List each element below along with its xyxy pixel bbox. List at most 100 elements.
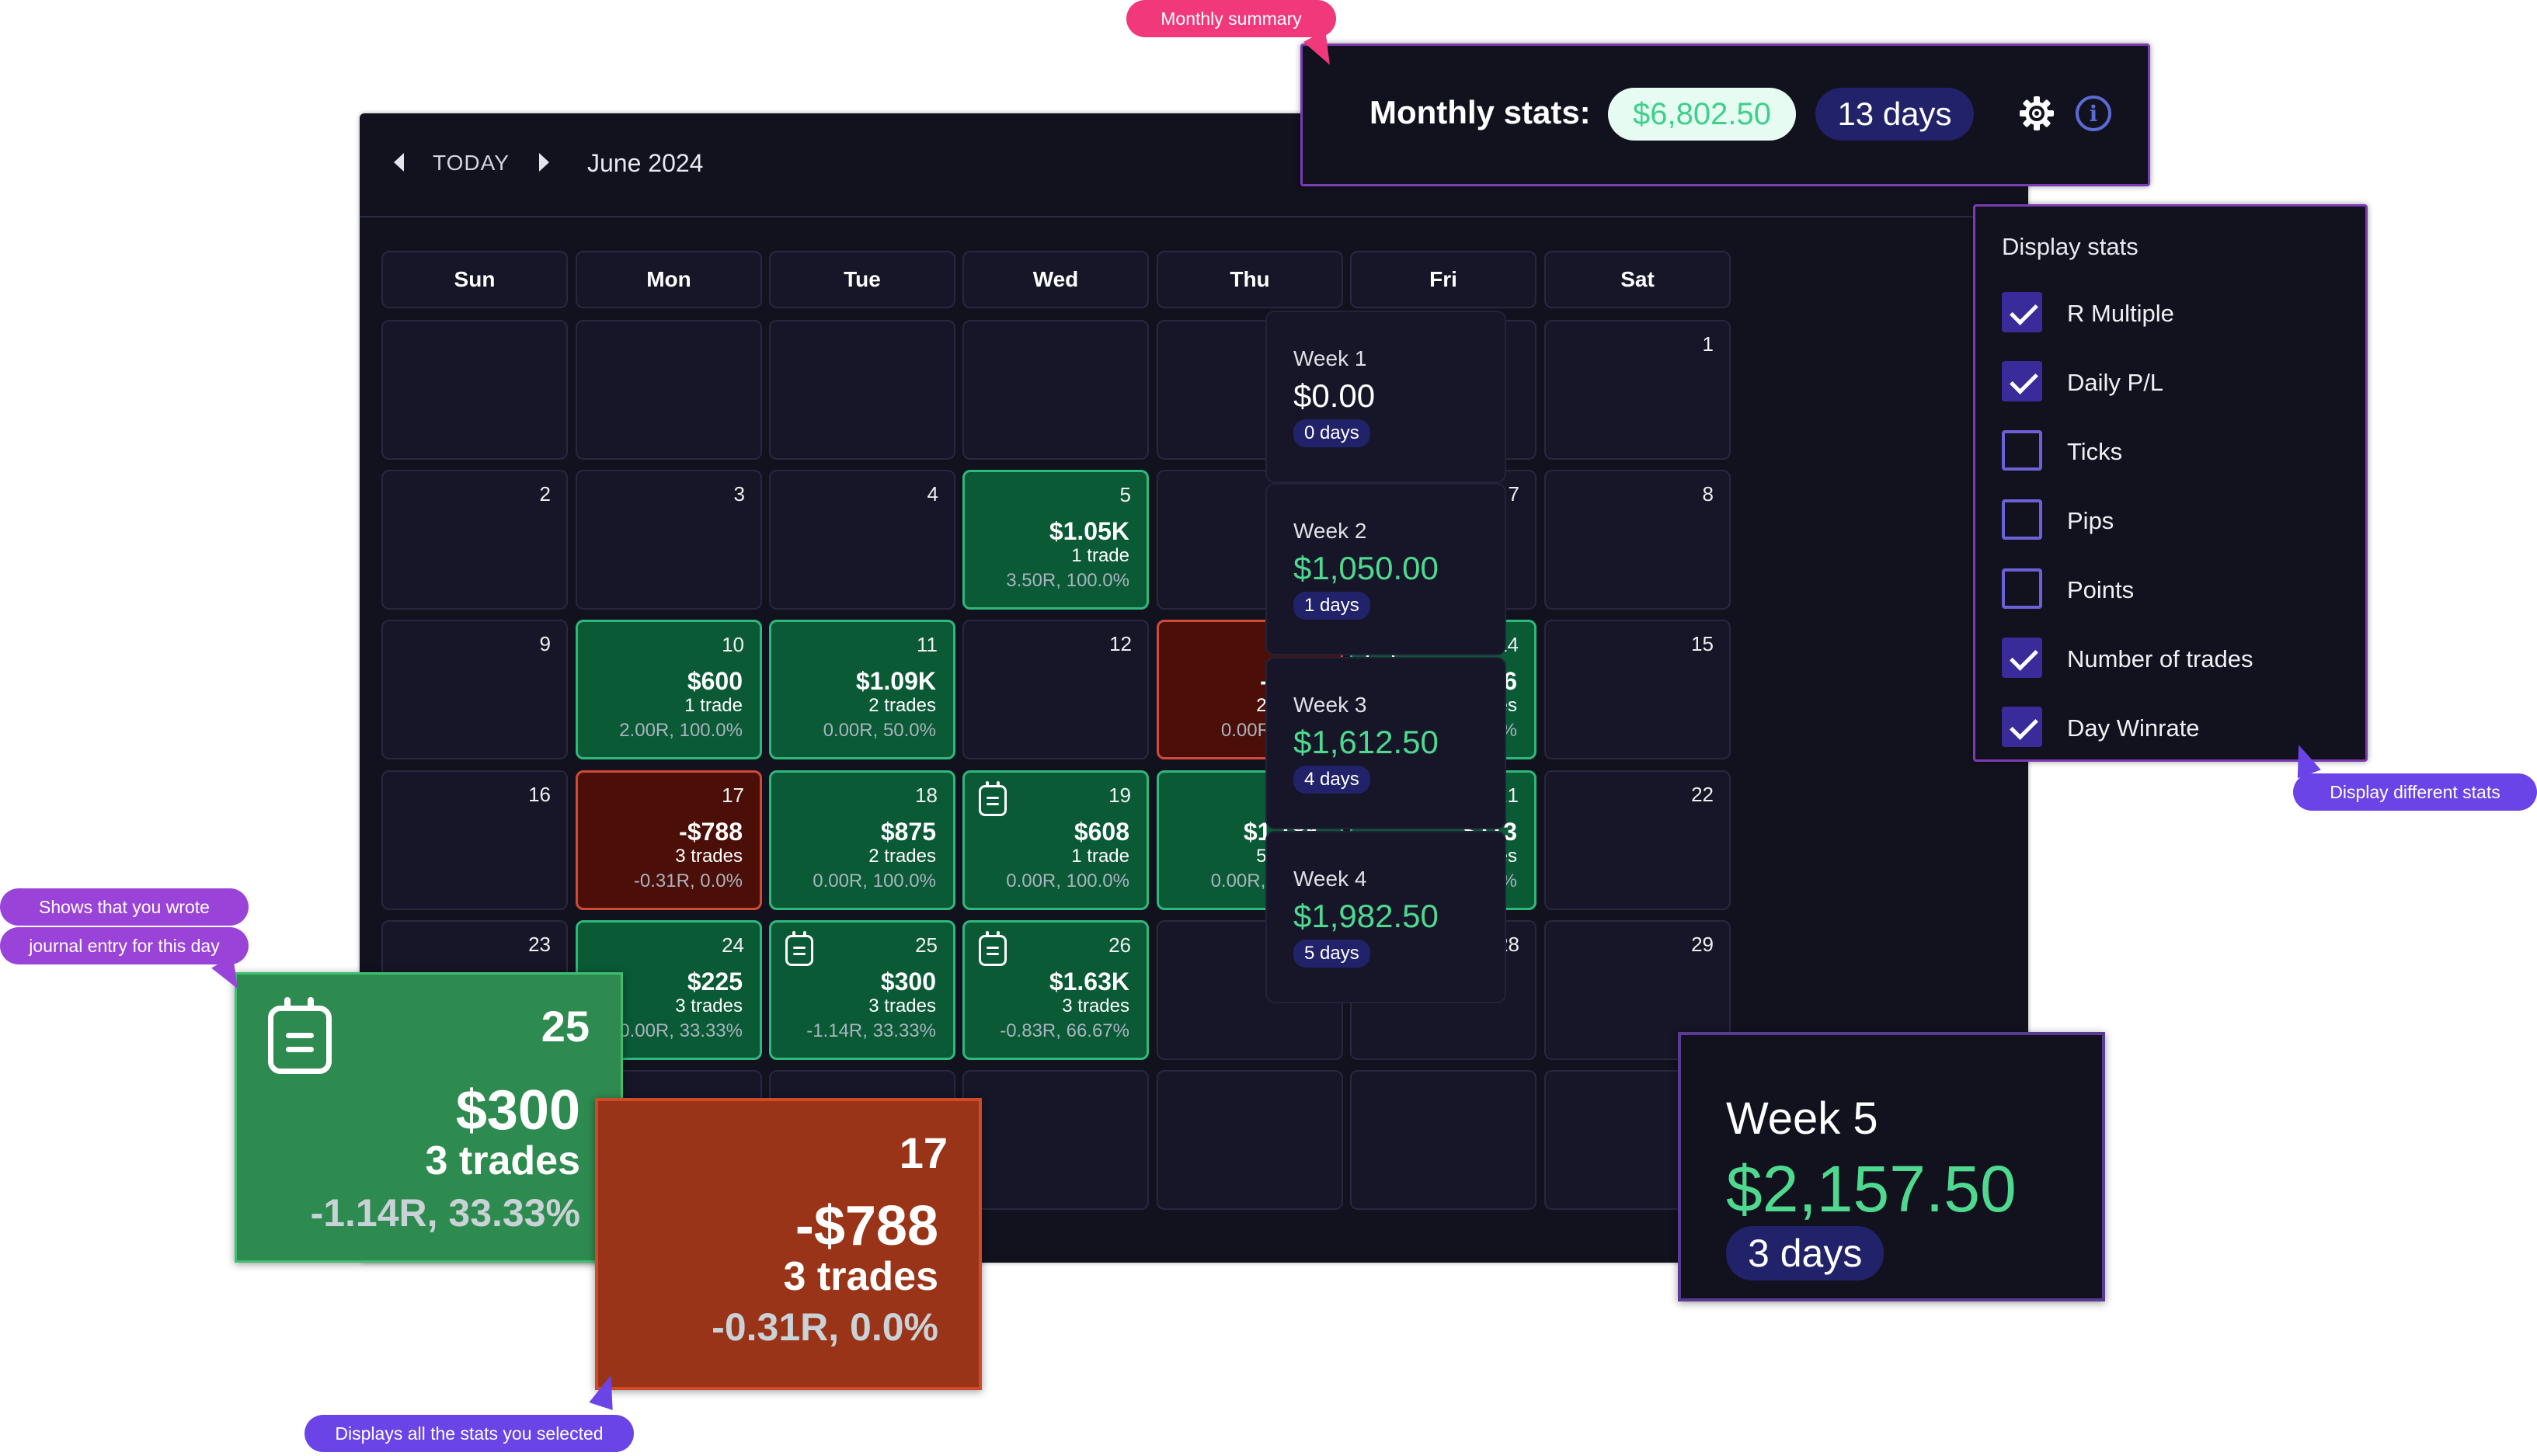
day-cell-1[interactable]: 1 <box>1544 320 1731 460</box>
day-cell-empty[interactable] <box>769 320 955 460</box>
stat-option-label: Number of trades <box>2067 645 2253 672</box>
day-number: 1 <box>1702 332 1714 356</box>
week-amount: $1,612.50 <box>1293 724 1439 760</box>
stat-option-label: Day Winrate <box>2067 714 2200 742</box>
day-cell-8[interactable]: 8 <box>1544 470 1731 610</box>
caret-right-icon[interactable] <box>539 153 549 172</box>
stat-option-label: Pips <box>2067 507 2114 534</box>
calendar-toolbar: TODAY June 2024 <box>360 113 2028 217</box>
week-summary-card-4: Week 4 $1,982.50 5 days <box>1265 831 1506 1003</box>
day-number: 7 <box>1508 482 1519 506</box>
stat-option-ticks[interactable]: Ticks <box>2002 430 2344 472</box>
day-cell-16[interactable]: 16 <box>381 770 568 910</box>
weekday-header-mon: Mon <box>576 251 762 308</box>
journal-icon[interactable] <box>979 781 1007 816</box>
day-cell-11[interactable]: 11 $1.09K 2 trades 0.00R, 50.0% <box>769 620 955 759</box>
day-cell-empty[interactable] <box>381 320 568 460</box>
day-number: 5 <box>1119 483 1131 506</box>
stat-option-daily-p-l[interactable]: Daily P/L <box>2002 361 2344 403</box>
stat-option-pips[interactable]: Pips <box>2002 499 2344 541</box>
day-stats: 0.00R, 50.0% <box>823 720 936 741</box>
info-icon[interactable]: i <box>2076 96 2111 131</box>
weekday-header-thu: Thu <box>1157 251 1343 308</box>
day-stats: -0.31R, 0.0% <box>633 870 743 891</box>
day-cell-12[interactable]: 12 <box>962 620 1149 759</box>
day-cell-empty[interactable] <box>962 320 1149 460</box>
day-number: 24 <box>722 933 744 957</box>
zoomed-day-cell-17: 17 -$788 3 trades -0.31R, 0.0% <box>595 1098 982 1390</box>
annotation-pointer <box>589 1371 623 1410</box>
day-cell-9[interactable]: 9 <box>381 620 568 759</box>
day-pl: $1.05K <box>1049 517 1129 545</box>
checkbox[interactable] <box>2002 499 2042 540</box>
day-stats: 0.00R, 100.0% <box>1006 870 1129 891</box>
day-number: 23 <box>528 933 551 956</box>
day-cell-4[interactable]: 4 <box>769 470 955 610</box>
zoom-week-days: 3 days <box>1726 1226 1884 1281</box>
day-cell-empty[interactable] <box>576 320 762 460</box>
journal-icon[interactable] <box>785 931 813 966</box>
day-pl: $225 <box>687 968 743 996</box>
zoom-day-number: 17 <box>899 1128 948 1177</box>
stat-option-number-of-trades[interactable]: Number of trades <box>2002 638 2344 679</box>
checkbox[interactable] <box>2002 361 2042 401</box>
day-cell-2[interactable]: 2 <box>381 470 568 610</box>
journal-icon <box>268 997 332 1074</box>
stat-option-label: Points <box>2067 576 2135 603</box>
week-amount: $1,050.00 <box>1293 550 1439 586</box>
zoomed-day-cell-25: 25 $300 3 trades -1.14R, 33.33% <box>235 972 623 1263</box>
day-trades: 2 trades <box>868 695 936 716</box>
day-number: 26 <box>1108 933 1131 957</box>
checkbox[interactable] <box>2002 638 2042 678</box>
caret-left-icon[interactable] <box>394 153 404 172</box>
week-amount: $0.00 <box>1293 377 1376 414</box>
gear-icon[interactable] <box>2017 94 2056 133</box>
zoom-stats: -0.31R, 0.0% <box>712 1305 938 1349</box>
day-cell-empty[interactable] <box>1157 1070 1343 1210</box>
zoom-pl: -$788 <box>795 1195 938 1257</box>
day-cell-19[interactable]: 19 $608 1 trade 0.00R, 100.0% <box>962 770 1149 910</box>
day-cell-18[interactable]: 18 $875 2 trades 0.00R, 100.0% <box>769 770 955 910</box>
journal-icon[interactable] <box>979 931 1007 966</box>
week-days: 5 days <box>1293 940 1370 968</box>
day-cell-5[interactable]: 5 $1.05K 1 trade 3.50R, 100.0% <box>962 470 1149 610</box>
day-trades: 2 trades <box>868 846 936 867</box>
day-cell-10[interactable]: 10 $600 1 trade 2.00R, 100.0% <box>576 620 762 759</box>
day-number: 4 <box>927 482 938 506</box>
monthly-stats-bar: Monthly stats: $6,802.50 13 days i <box>1300 43 2150 186</box>
day-number: 18 <box>915 784 938 807</box>
day-cell-15[interactable]: 15 <box>1544 620 1731 759</box>
day-stats: -1.14R, 33.33% <box>806 1020 936 1041</box>
day-cell-3[interactable]: 3 <box>576 470 762 610</box>
week-summary-card-3: Week 3 $1,612.50 4 days <box>1265 657 1506 829</box>
display-stats-title: Display stats <box>2002 233 2139 260</box>
stat-option-day-winrate[interactable]: Day Winrate <box>2002 707 2344 749</box>
day-cell-empty[interactable] <box>962 1070 1149 1210</box>
stat-option-r-multiple[interactable]: R Multiple <box>2002 292 2344 334</box>
week-label: Week 1 <box>1293 346 1367 370</box>
monthly-stats-label: Monthly stats: <box>1369 94 1591 130</box>
day-cell-25[interactable]: 25 $300 3 trades -1.14R, 33.33% <box>769 920 955 1060</box>
day-cell-26[interactable]: 26 $1.63K 3 trades -0.83R, 66.67% <box>962 920 1149 1060</box>
annotation-journal-line1: Shows that you wrote <box>0 888 249 926</box>
checkbox[interactable] <box>2002 568 2042 609</box>
day-stats: 2.00R, 100.0% <box>619 720 743 741</box>
day-pl: $875 <box>880 818 936 846</box>
stat-option-points[interactable]: Points <box>2002 568 2344 610</box>
day-trades: 3 trades <box>675 846 743 867</box>
checkbox[interactable] <box>2002 292 2042 332</box>
day-cell-empty[interactable] <box>1350 1070 1536 1210</box>
checkbox[interactable] <box>2002 707 2042 747</box>
today-button[interactable]: TODAY <box>433 151 510 175</box>
day-pl: $1.09K <box>855 667 936 695</box>
day-cell-22[interactable]: 22 <box>1544 770 1731 910</box>
month-title: June 2024 <box>587 149 704 177</box>
day-cell-17[interactable]: 17 -$788 3 trades -0.31R, 0.0% <box>576 770 762 910</box>
day-number: 10 <box>722 633 744 656</box>
day-number: 25 <box>915 933 938 957</box>
checkbox[interactable] <box>2002 430 2042 471</box>
weekday-header-tue: Tue <box>769 251 955 308</box>
day-pl: $300 <box>880 968 936 996</box>
day-number: 17 <box>722 784 744 807</box>
annotation-journal-line2: journal entry for this day <box>0 927 249 964</box>
